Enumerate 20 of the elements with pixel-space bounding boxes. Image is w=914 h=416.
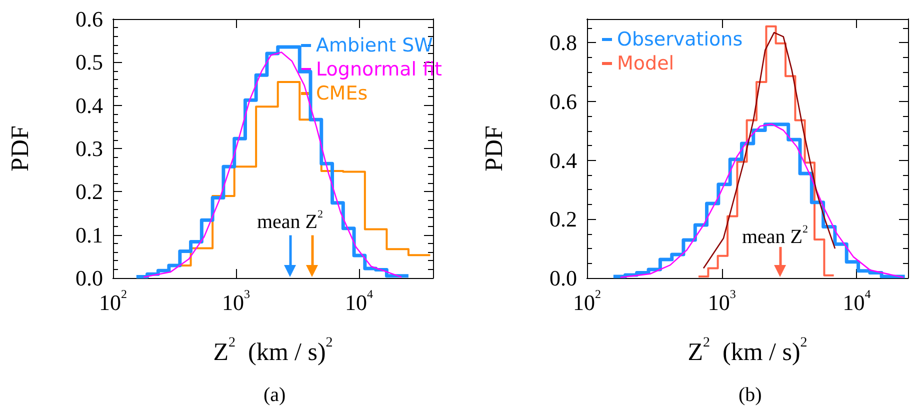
y-tick-label: 0.2 [76, 179, 103, 204]
y-tick-label: 0.8 [550, 30, 577, 56]
legend-label: Observations [617, 28, 743, 50]
legend-label: Model [617, 52, 674, 74]
y-tick-label: 0.5 [76, 50, 103, 75]
y-tick-label: 0.3 [76, 136, 103, 161]
y-tick-label: 0.0 [76, 266, 103, 290]
legend-label: CMEs [316, 82, 368, 104]
y-tick-label: 0.6 [550, 88, 577, 114]
y-tick-label: 0.2 [550, 206, 577, 232]
legend-label: Ambient SW [316, 34, 434, 56]
y-tick-label: 0.4 [550, 148, 577, 173]
y-tick-label: 0.4 [76, 92, 103, 118]
y-axis-title: PDF [481, 126, 508, 172]
y-tick-label: 0.1 [76, 222, 103, 248]
text: (a) [264, 384, 286, 406]
y-tick-label: 0.6 [76, 6, 103, 32]
y-axis-title: PDF [7, 126, 34, 172]
y-tick-label: 0.0 [550, 266, 577, 290]
text: (b) [738, 384, 762, 406]
